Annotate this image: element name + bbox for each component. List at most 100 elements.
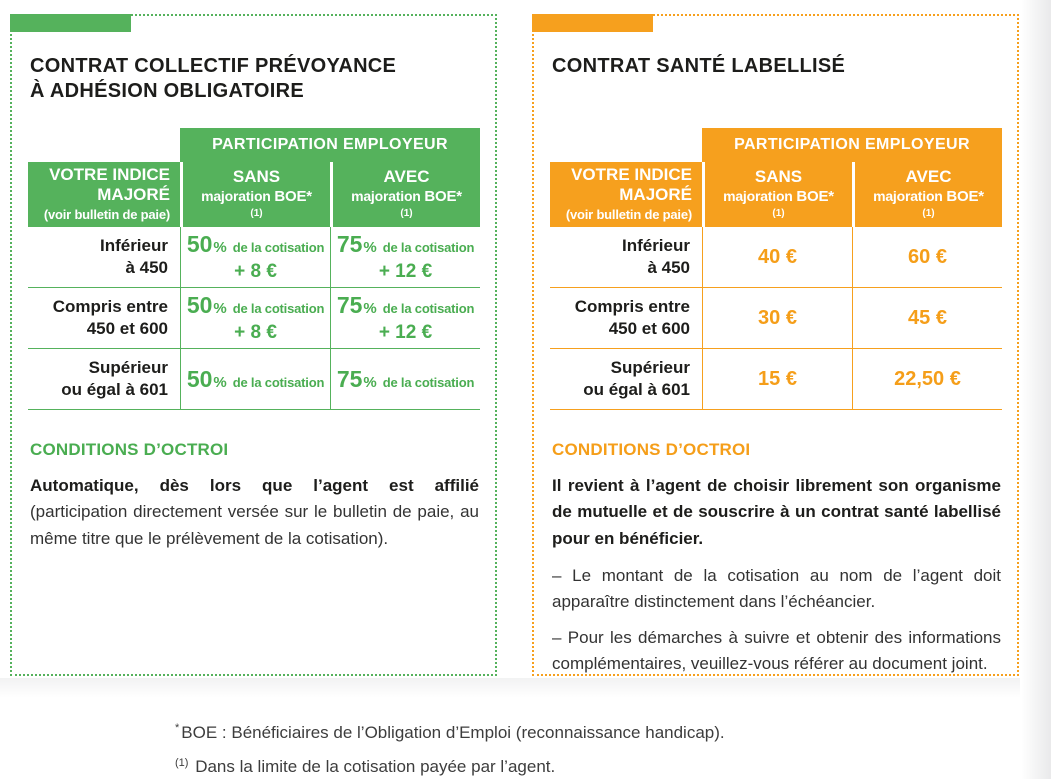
table-row-label: Compris entre 450 et 600: [28, 288, 180, 349]
value-number: 75: [336, 292, 363, 318]
table-cell-avec: 75% de la cotisation + 12 €: [330, 227, 480, 288]
value-amount: 22,50 €: [894, 367, 961, 390]
column-header-sub: majoration BOE*: [351, 188, 462, 207]
value-extra: + 12 €: [378, 322, 433, 343]
column-header-word: AVEC: [905, 167, 952, 187]
table-row-label: Supérieur ou égal à 601: [550, 349, 702, 410]
row-label-line: 450 et 600: [608, 319, 690, 338]
table-row-label: Compris entre 450 et 600: [550, 288, 702, 349]
row-label-line: Compris entre: [574, 296, 690, 316]
table-cell-avec: 75% de la cotisation: [330, 349, 480, 410]
column-header-sub-text: majoration: [201, 187, 275, 204]
table-cell-sans: 15 €: [702, 349, 852, 410]
value-extra: + 12 €: [378, 261, 433, 282]
footnote-limite: (1) Dans la limite de la cotisation payé…: [175, 756, 725, 777]
column-header-sub-bold: BOE*: [274, 187, 312, 205]
conditions-section: CONDITIONS D’OCTROI Automatique, dès lor…: [30, 440, 479, 552]
column-header-footmark: (1): [400, 207, 413, 219]
row-label-line: ou égal à 601: [583, 380, 690, 399]
value-symbol: %: [363, 239, 377, 256]
column-header-word: SANS: [754, 167, 803, 187]
value-symbol: %: [213, 300, 227, 317]
value-amount: 30 €: [758, 306, 797, 329]
column-header-footmark: (1): [250, 207, 263, 219]
value-number: 75: [336, 365, 363, 392]
title-line-1: CONTRAT SANTÉ LABELLISÉ: [552, 55, 846, 77]
conditions-bold-text: Automatique, dès lors que l’agent est af…: [30, 476, 479, 495]
table-row-label: Inférieur à 450: [28, 227, 180, 288]
value-caption: de la cotisation: [232, 374, 325, 390]
conditions-bold-text: Il revient à l’agent de choisir libremen…: [552, 476, 1001, 548]
table-cell-avec: 22,50 €: [852, 349, 1002, 410]
prevoyance-table: PARTICIPATION EMPLOYEUR VOTRE INDICE MAJ…: [28, 128, 480, 410]
row-label-line: Compris entre: [52, 296, 168, 316]
conditions-regular-text: (participation directement versée sur le…: [30, 502, 479, 548]
value-caption: de la cotisation: [382, 374, 475, 390]
footnote-text: Dans la limite de la cotisation payée pa…: [195, 757, 556, 777]
column-header-sub-text: majoration: [351, 187, 425, 204]
value-number: 50: [186, 231, 213, 257]
column-header-sub-bold: BOE*: [796, 187, 834, 205]
table-cell-sans: 40 €: [702, 227, 852, 288]
column-header-footmark: (1): [772, 207, 785, 219]
column-header-footmark: (1): [922, 207, 935, 219]
footnote-marker: *: [175, 722, 180, 735]
value-extra: + 8 €: [234, 322, 277, 343]
panel-prevoyance-title: CONTRAT COLLECTIF PRÉVOYANCE À ADHÉSION …: [30, 54, 396, 104]
value-amount: 15 €: [758, 367, 797, 390]
column-header-sans: SANS majoration BOE* (1): [180, 162, 330, 227]
value-symbol: %: [363, 300, 377, 317]
footnotes: * BOE : Bénéficiaires de l’Obligation d’E…: [175, 722, 725, 779]
row-header-note: (voir bulletin de paie): [43, 207, 170, 223]
column-header-word: AVEC: [383, 167, 430, 187]
column-header-avec: AVEC majoration BOE* (1): [852, 162, 1002, 227]
column-header-sub: majoration BOE*: [873, 188, 984, 207]
title-line-1: CONTRAT COLLECTIF PRÉVOYANCE: [30, 55, 397, 77]
row-label-line: Inférieur: [99, 235, 168, 255]
panel-prevoyance-tab: [10, 14, 131, 32]
value-extra: + 8 €: [234, 261, 277, 282]
row-label-line: ou égal à 601: [61, 380, 168, 399]
row-label-line: Inférieur: [621, 235, 690, 255]
conditions-heading: CONDITIONS D’OCTROI: [30, 440, 229, 459]
column-header-sub-text: majoration: [873, 187, 947, 204]
row-label-line: à 450: [647, 258, 690, 277]
sante-table: PARTICIPATION EMPLOYEUR VOTRE INDICE MAJ…: [550, 128, 1002, 410]
table-row-label: Supérieur ou égal à 601: [28, 349, 180, 410]
footnote-marker: (1): [175, 756, 189, 769]
column-header-sub: majoration BOE*: [201, 188, 312, 207]
column-header-word: SANS: [232, 167, 281, 187]
value-amount: 45 €: [908, 306, 947, 329]
column-header-avec: AVEC majoration BOE* (1): [330, 162, 480, 227]
row-label-line: 450 et 600: [86, 319, 168, 338]
table-spanning-header: PARTICIPATION EMPLOYEUR: [180, 128, 480, 162]
row-label-line: à 450: [125, 258, 168, 277]
column-header-sub-text: majoration: [723, 187, 797, 204]
panel-sante-tab: [532, 14, 653, 32]
value-caption: de la cotisation: [382, 301, 475, 316]
value-caption: de la cotisation: [382, 240, 475, 255]
conditions-list-item: – Pour les démarches à suivre et obtenir…: [552, 628, 1001, 673]
row-header-note: (voir bulletin de paie): [565, 207, 692, 223]
value-number: 50: [186, 292, 213, 318]
row-header-title: VOTRE INDICE MAJORÉ: [49, 164, 170, 204]
panel-sante: CONTRAT SANTÉ LABELLISÉ PARTICIPATION EM…: [532, 14, 1019, 676]
value-amount: 60 €: [908, 245, 947, 268]
table-cell-sans: 50% de la cotisation + 8 €: [180, 227, 330, 288]
table-spanning-header: PARTICIPATION EMPLOYEUR: [702, 128, 1002, 162]
column-header-sub-bold: BOE*: [946, 187, 984, 205]
value-symbol: %: [363, 373, 377, 391]
table-cell-avec: 60 €: [852, 227, 1002, 288]
row-label-line: Supérieur: [88, 357, 168, 377]
table-row-header: VOTRE INDICE MAJORÉ (voir bulletin de pa…: [28, 162, 180, 227]
table-corner-spacer: [550, 128, 702, 162]
column-header-sub-bold: BOE*: [424, 187, 462, 205]
footnote-boe: * BOE : Bénéficiaires de l’Obligation d’E…: [175, 722, 725, 743]
table-row-header: VOTRE INDICE MAJORÉ (voir bulletin de pa…: [550, 162, 702, 227]
row-header-title: VOTRE INDICE MAJORÉ: [571, 164, 692, 204]
table-cell-sans: 50% de la cotisation + 8 €: [180, 288, 330, 349]
value-caption: de la cotisation: [232, 301, 325, 316]
table-cell-avec: 45 €: [852, 288, 1002, 349]
table-cell-sans: 30 €: [702, 288, 852, 349]
